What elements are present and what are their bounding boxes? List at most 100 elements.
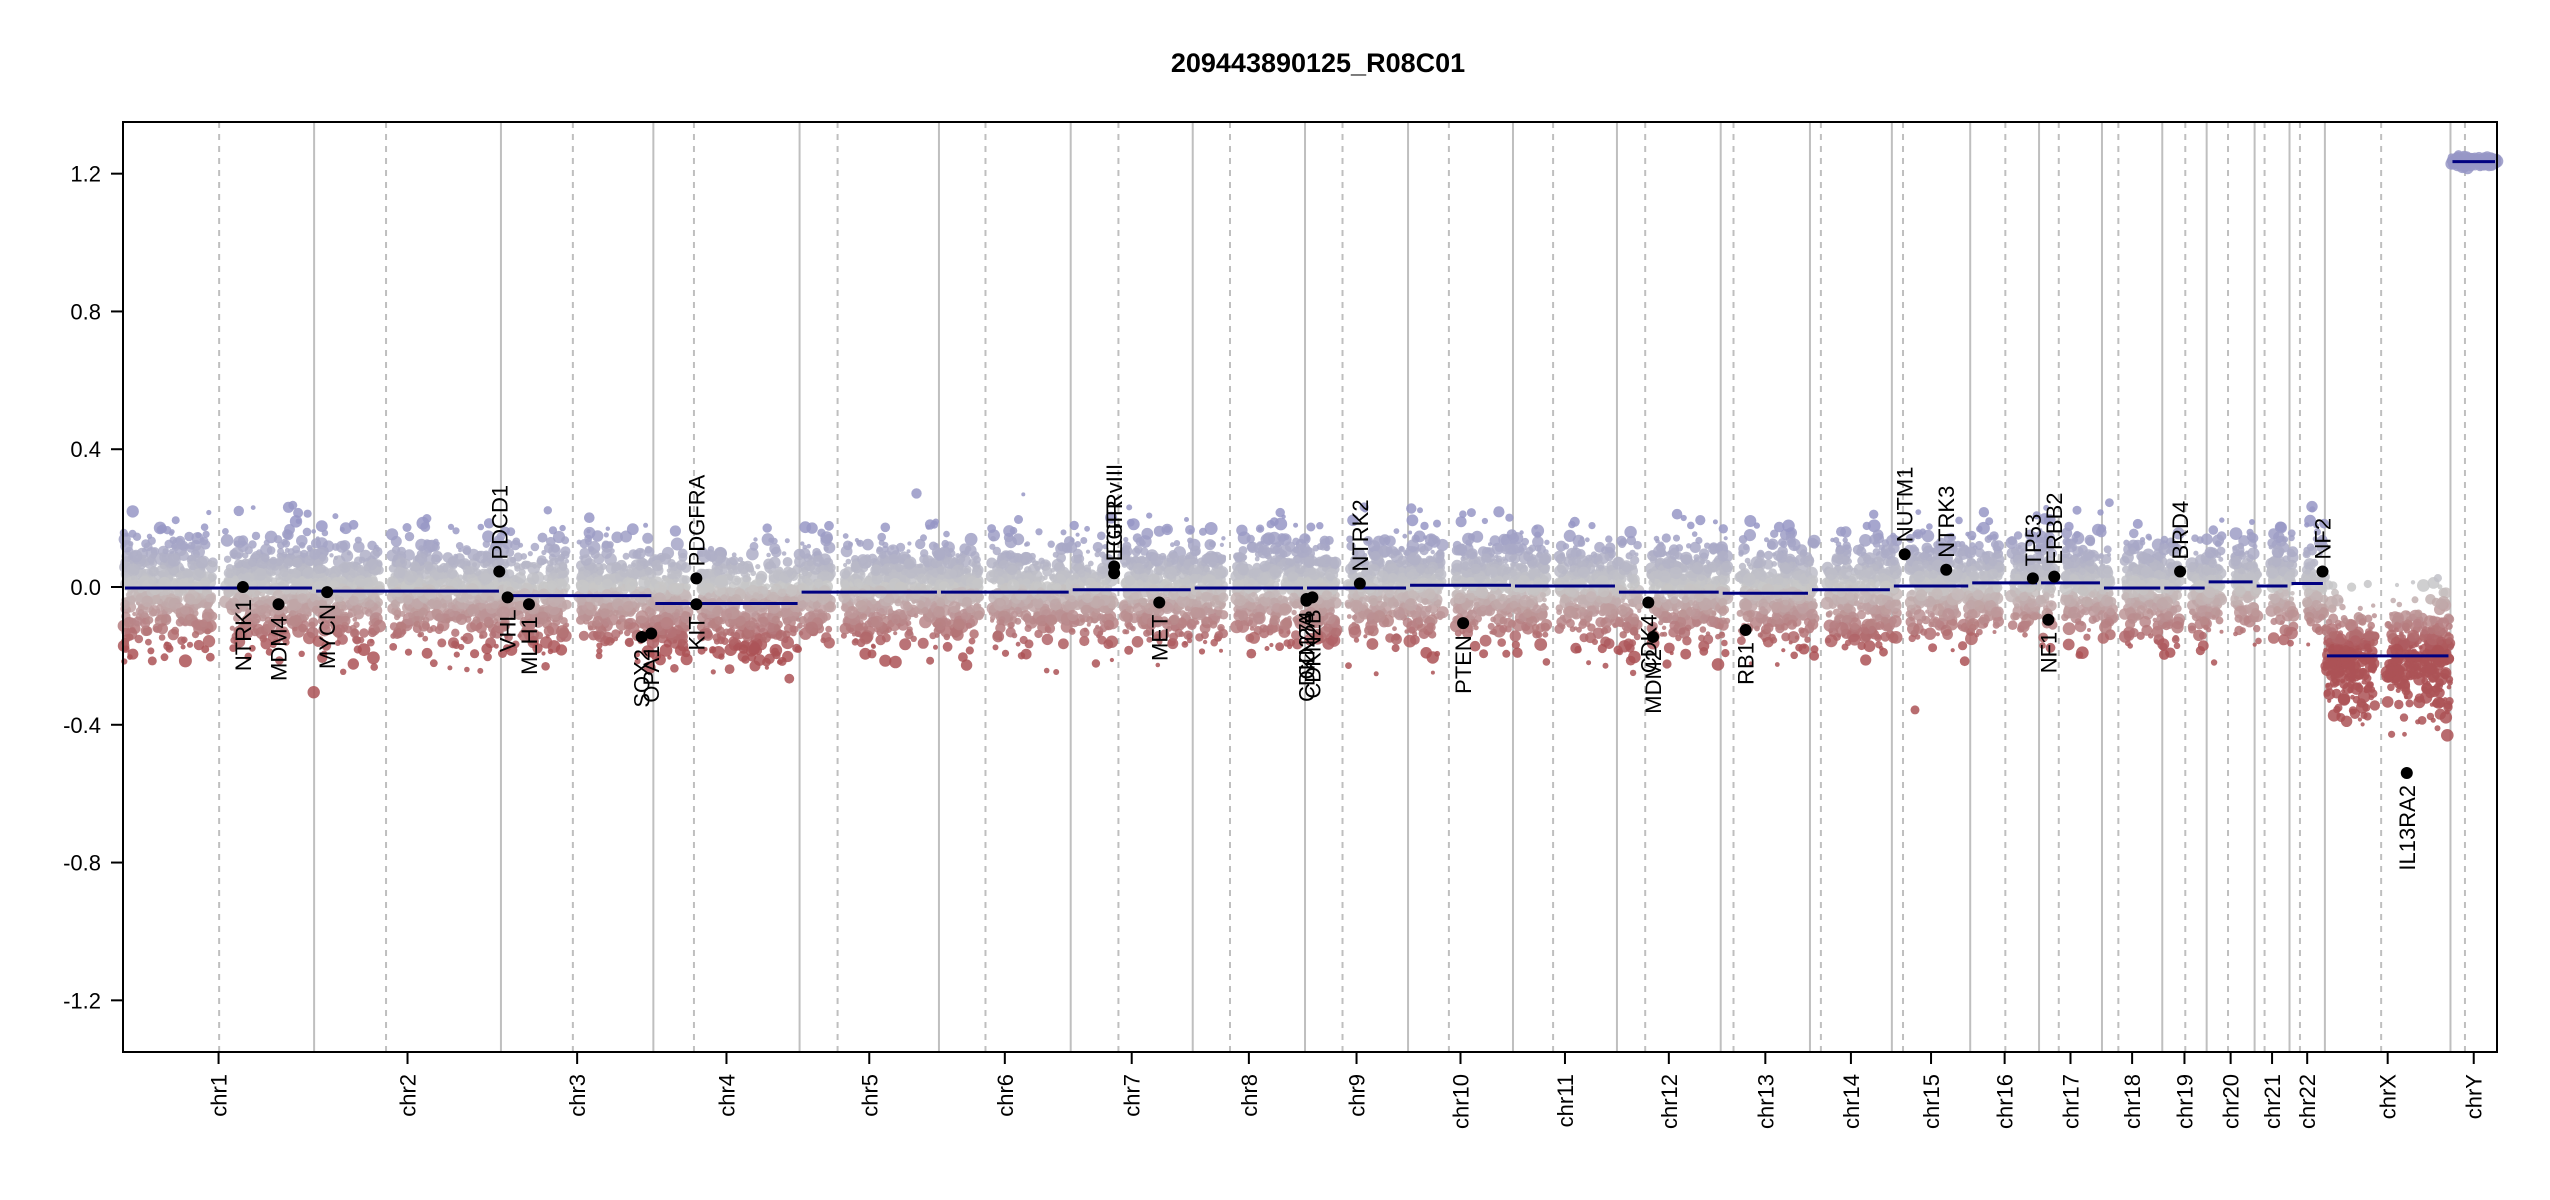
- probe-point: [894, 598, 902, 607]
- probe-point: [737, 650, 749, 662]
- probe-point: [714, 575, 728, 588]
- probe-point: [667, 559, 676, 568]
- probe-point: [634, 547, 646, 560]
- probe-point: [205, 652, 215, 662]
- probe-point: [1140, 598, 1148, 606]
- probe-point: [190, 595, 196, 601]
- probe-point: [618, 615, 626, 622]
- probe-point: [717, 636, 725, 645]
- probe-point: [178, 587, 187, 596]
- probe-point: [617, 581, 623, 587]
- probe-point: [551, 572, 558, 579]
- probe-point: [899, 638, 912, 651]
- probe-point: [763, 558, 775, 570]
- probe-point: [962, 596, 972, 607]
- probe-point: [403, 595, 413, 605]
- probe-point: [477, 667, 484, 674]
- probe-point: [374, 596, 381, 602]
- probe-point: [283, 529, 294, 541]
- probe-point: [408, 612, 415, 619]
- probe-point: [178, 654, 192, 668]
- probe-point: [303, 509, 312, 518]
- probe-point: [149, 584, 161, 596]
- probe-point: [1188, 528, 1194, 534]
- probe-point: [127, 648, 139, 660]
- probe-point: [746, 573, 751, 578]
- probe-point: [177, 616, 185, 623]
- probe-point: [943, 530, 950, 538]
- probe-point: [762, 523, 772, 533]
- probe-point: [282, 558, 294, 569]
- probe-point: [1029, 552, 1036, 560]
- probe-point: [167, 628, 179, 641]
- probe-point: [1086, 616, 1094, 624]
- probe-point: [859, 647, 872, 660]
- probe-point: [521, 560, 531, 570]
- probe-point: [714, 616, 723, 625]
- probe-point: [466, 622, 477, 633]
- probe-point: [1103, 605, 1109, 611]
- probe-point: [1097, 562, 1109, 575]
- probe-point: [605, 636, 615, 646]
- probe-point: [622, 601, 634, 612]
- probe-point: [941, 539, 949, 548]
- probe-point: [132, 616, 143, 627]
- probe-point: [1081, 604, 1093, 616]
- probe-point: [126, 505, 139, 518]
- probe-point: [223, 555, 232, 563]
- probe-point: [248, 558, 257, 567]
- probe-point: [600, 563, 607, 570]
- probe-point: [206, 509, 212, 516]
- probe-point: [466, 583, 479, 596]
- probe-point: [250, 505, 256, 510]
- probe-point: [124, 532, 129, 537]
- probe-point: [485, 603, 492, 610]
- probe-point: [775, 630, 787, 642]
- probe-point: [943, 557, 955, 569]
- probe-point: [1001, 649, 1010, 657]
- probe-point: [1005, 550, 1015, 560]
- probe-point: [432, 558, 437, 563]
- probe-point: [802, 569, 809, 577]
- probe-point: [177, 636, 186, 645]
- probe-point: [467, 604, 480, 617]
- probe-point: [342, 563, 349, 570]
- probe-point: [254, 568, 267, 581]
- probe-point: [761, 587, 769, 594]
- probe-point: [306, 626, 319, 639]
- probe-point: [332, 513, 339, 520]
- probe-point: [602, 578, 613, 590]
- probe-point: [222, 528, 229, 535]
- probe-point: [538, 588, 550, 600]
- probe-point: [448, 611, 454, 617]
- probe-point: [1119, 610, 1130, 622]
- probe-point: [455, 542, 464, 550]
- probe-point: [870, 564, 882, 576]
- probe-point: [1047, 540, 1055, 548]
- probe-point: [841, 579, 849, 587]
- probe-point: [252, 623, 264, 635]
- probe-point: [232, 564, 244, 576]
- probe-point: [583, 570, 591, 577]
- probe-point: [333, 555, 338, 561]
- probe-point: [607, 605, 614, 611]
- probe-point: [1080, 537, 1088, 544]
- probe-point: [797, 622, 803, 629]
- probe-point: [1068, 628, 1076, 635]
- probe-point: [1091, 659, 1101, 668]
- probe-point: [992, 644, 999, 651]
- probe-point: [911, 488, 922, 499]
- probe-point: [418, 631, 425, 638]
- probe-point: [195, 556, 208, 569]
- probe-point: [1024, 639, 1034, 649]
- probe-point: [472, 616, 481, 624]
- probe-point: [742, 604, 748, 610]
- probe-point: [143, 542, 153, 552]
- probe-point: [768, 591, 779, 602]
- probe-point: [527, 551, 533, 557]
- probe-point: [1183, 641, 1188, 646]
- probe-point: [370, 663, 379, 671]
- probe-point: [680, 653, 693, 666]
- probe-point: [771, 615, 780, 625]
- probe-point: [543, 606, 551, 613]
